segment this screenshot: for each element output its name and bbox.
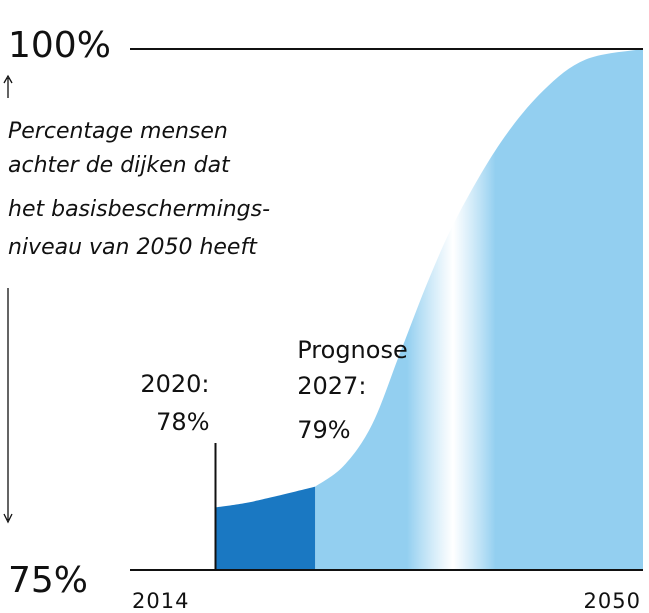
annotation: 2027:	[297, 372, 366, 400]
up-arrow	[3, 74, 13, 98]
y-tick-label: 100%	[8, 25, 111, 66]
x-tick-label: 2050	[584, 589, 641, 613]
value-label: 78%	[156, 408, 209, 436]
y-label-line: Percentage mensen	[8, 119, 228, 144]
annotation: 2020:	[140, 370, 209, 398]
x-tick-label: 2014	[132, 589, 189, 613]
y-tick-label: 75%	[8, 560, 88, 601]
area	[315, 49, 643, 570]
area	[215, 486, 316, 570]
down-arrow	[3, 288, 13, 524]
y-label: Percentage mensen achter de dijken dat h…	[8, 119, 270, 260]
y-label-line: niveau van 2050 heeft	[8, 235, 258, 260]
value-label: 79%	[297, 416, 350, 444]
y-label-line: achter de dijken dat	[8, 153, 231, 178]
y-label-line: het basisbeschermings-	[8, 197, 270, 222]
annotation: Prognose	[297, 336, 407, 364]
